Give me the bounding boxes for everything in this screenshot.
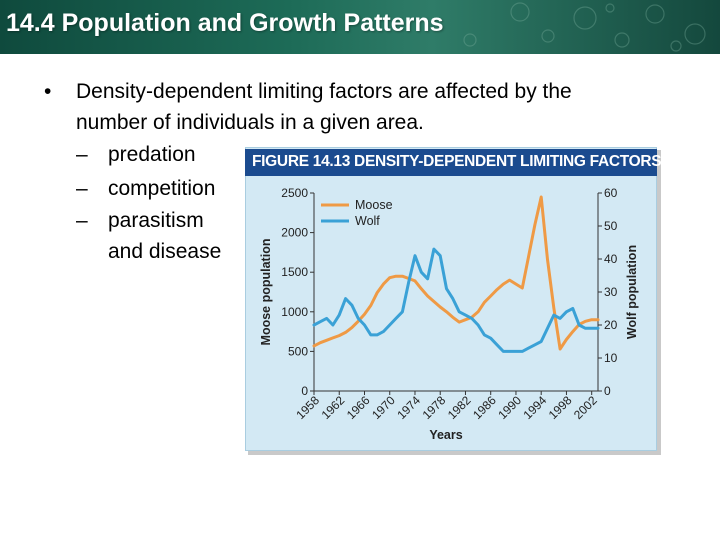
x-tick-label: 1978 <box>420 393 449 422</box>
y2-tick-label: 30 <box>604 285 618 299</box>
series-line-wolf <box>312 247 600 353</box>
x-tick-label: 1966 <box>344 393 373 422</box>
sub-bullet-disease: and disease <box>108 240 222 263</box>
y2-tick-label: 0 <box>604 384 611 398</box>
sub-bullet-marker: – <box>76 177 88 200</box>
figure-label-bar <box>245 149 657 176</box>
x-tick-label: 1962 <box>319 393 348 422</box>
y-tick-label: 0 <box>301 384 308 398</box>
sub-bullet-predation: predation <box>108 143 196 166</box>
y2-tick-label: 50 <box>604 219 618 233</box>
bullet-main-line-1: Density-dependent limiting factors are a… <box>76 80 572 103</box>
y2-tick-label: 40 <box>604 252 618 266</box>
y-tick-label: 2500 <box>281 186 308 200</box>
x-axis-title: Years <box>429 428 462 442</box>
y2-tick-label: 60 <box>604 186 618 200</box>
x-tick-label: 1974 <box>394 393 423 422</box>
x-tick-label: 1986 <box>470 393 499 422</box>
bullet-marker: • <box>44 80 52 103</box>
y-tick-label: 500 <box>288 344 308 358</box>
x-tick-label: 1994 <box>521 393 550 422</box>
header-texture <box>463 2 706 52</box>
x-tick-label: 1998 <box>546 393 575 422</box>
bullet-main-line-2: number of individuals in a given area. <box>76 111 424 134</box>
y2-tick-label: 10 <box>604 351 618 365</box>
x-tick-label: 1982 <box>445 393 474 422</box>
y-axis-title: Moose population <box>259 239 273 346</box>
series-line-moose <box>312 195 600 351</box>
y-tick-label: 2000 <box>281 226 308 240</box>
y-tick-label: 1000 <box>281 305 308 319</box>
x-tick-label: 1970 <box>369 393 398 422</box>
title-bar: 14.4 Population and Growth Patterns <box>0 0 720 54</box>
y2-axis-title: Wolf population <box>625 245 639 339</box>
y2-tick-label: 20 <box>604 318 618 332</box>
y-tick-label: 1500 <box>281 265 308 279</box>
x-tick-label: 1958 <box>293 393 322 422</box>
page-title: 14.4 Population and Growth Patterns <box>6 9 444 37</box>
sub-bullet-marker: – <box>76 143 88 166</box>
sub-bullet-parasitism: parasitism <box>108 209 204 232</box>
x-tick-label: 2002 <box>571 393 600 422</box>
legend-label-moose: Moose <box>355 198 393 212</box>
legend-label-wolf: Wolf <box>355 214 380 228</box>
figure-label: FIGURE 14.13 DENSITY-DEPENDENT LIMITING … <box>252 153 662 170</box>
sub-bullet-marker: – <box>76 209 88 232</box>
sub-bullet-competition: competition <box>108 177 216 200</box>
x-tick-label: 1990 <box>495 393 524 422</box>
